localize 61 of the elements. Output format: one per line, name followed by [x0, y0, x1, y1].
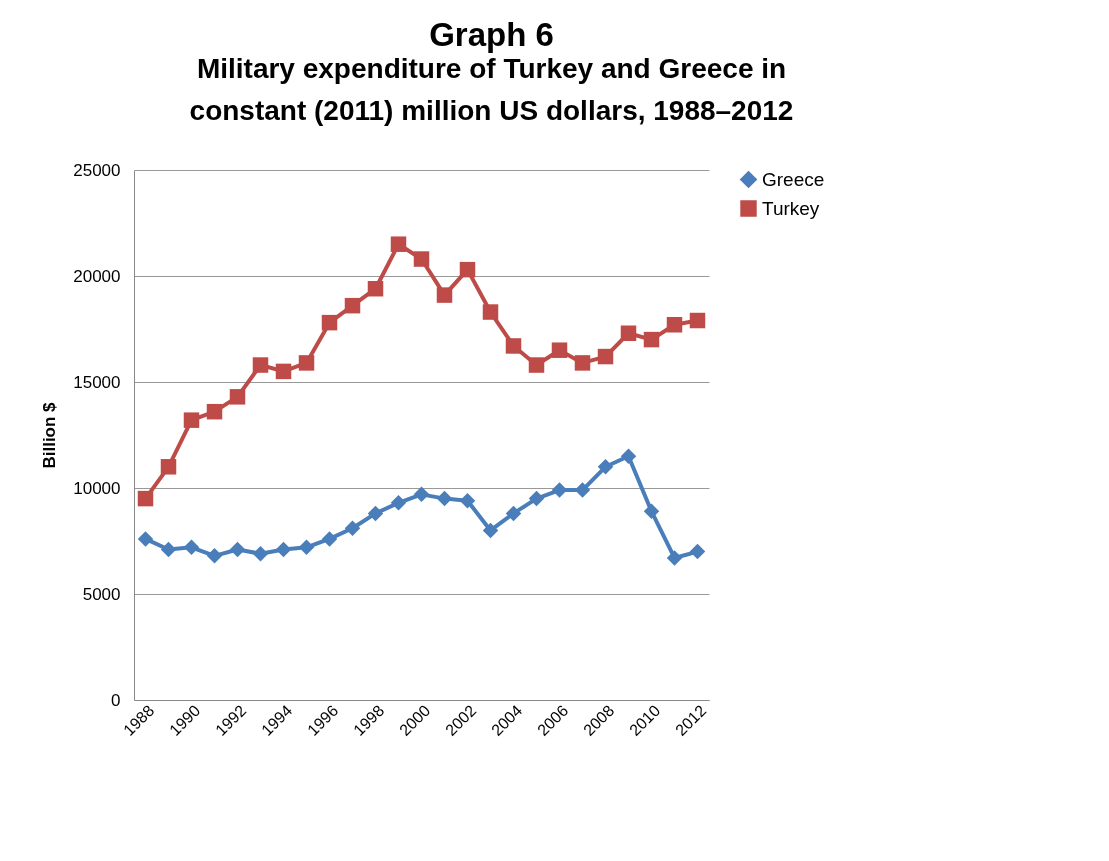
- point: [206, 548, 223, 564]
- point: [321, 531, 338, 547]
- point: [206, 403, 223, 420]
- point: [574, 482, 591, 498]
- point: [321, 314, 338, 331]
- point: [689, 543, 706, 560]
- y-axis-title: Billion $: [40, 401, 60, 469]
- point: [528, 357, 545, 373]
- point: [160, 541, 177, 558]
- point: [551, 342, 568, 358]
- point: [459, 492, 476, 509]
- point: [413, 251, 430, 267]
- point: [436, 490, 453, 507]
- point: [298, 539, 315, 556]
- point: [252, 357, 269, 373]
- point: [344, 520, 361, 537]
- chart-title: Graph 6: [429, 16, 554, 53]
- chart-subtitle: Military expenditure of Turkey and Greece in constant (2011) million US dollars, 1988–2012: [189, 53, 794, 126]
- point: [436, 287, 453, 303]
- point: [344, 297, 361, 314]
- point: [528, 490, 545, 507]
- y-tick-label: 15000: [73, 372, 121, 392]
- point: [574, 355, 591, 371]
- point: [459, 261, 476, 278]
- point: [620, 448, 637, 464]
- point: [367, 280, 384, 297]
- y-tick-label: 20000: [73, 266, 121, 286]
- y-tick-label: 5000: [82, 584, 121, 604]
- point: [275, 363, 292, 380]
- legend-label: Greece: [762, 168, 825, 190]
- point: [160, 459, 177, 475]
- point: [390, 495, 407, 511]
- point: [183, 539, 200, 556]
- point: [137, 490, 154, 507]
- point: [413, 486, 430, 503]
- point: [689, 312, 706, 329]
- point: [643, 331, 660, 348]
- point: [183, 412, 200, 428]
- point: [390, 236, 407, 252]
- legend-label: Turkey: [762, 197, 820, 219]
- point: [275, 541, 292, 558]
- point: [482, 522, 499, 539]
- point: [137, 531, 154, 547]
- point: [505, 338, 522, 354]
- point: [666, 550, 683, 566]
- point: [298, 355, 315, 371]
- point: [482, 304, 499, 320]
- point: [367, 505, 384, 522]
- point: [597, 459, 614, 475]
- y-tick-label: 25000: [73, 160, 121, 180]
- point: [505, 505, 522, 522]
- point: [643, 503, 660, 520]
- point: [551, 482, 568, 498]
- y-tick-label: 0: [111, 690, 121, 710]
- point: [252, 545, 269, 562]
- point: [620, 325, 637, 341]
- point: [229, 541, 246, 558]
- y-tick-label: 10000: [73, 478, 121, 498]
- point: [597, 348, 614, 365]
- point: [229, 389, 246, 405]
- point: [666, 317, 683, 333]
